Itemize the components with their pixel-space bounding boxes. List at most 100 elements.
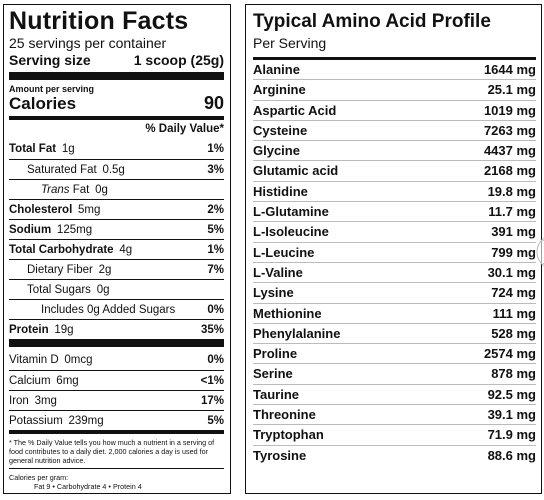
nutrient-amount: 125mg (56, 224, 93, 236)
amino-acid-value: 111 mg (492, 305, 536, 321)
nutrient-label: Total Carbohydrate 4g (9, 240, 132, 259)
amino-acid-value: 1644 mg (483, 62, 536, 77)
nutrient-label: Total Sugars 0g (9, 280, 109, 299)
amino-acid-row: Glutamic acid 2168 mg (253, 161, 536, 182)
calories-value: 90 (203, 93, 224, 113)
daily-value-percent: 0% (207, 304, 224, 316)
amino-acid-row: L-Isoleucine 391 mg (253, 222, 536, 243)
amino-acid-value: 2168 mg (483, 163, 536, 179)
nutrient-amount: 0g (95, 184, 108, 196)
nutrient-row: Trans Fat 0g (9, 179, 224, 199)
vitamin-label: Potassium 239mg (9, 411, 104, 430)
nutrient-list: Total Fat 1g 1% Saturated Fat 0.5g 3% Trans … (9, 139, 224, 339)
nutrient-name: Fat (72, 184, 90, 196)
amino-acid-row: Proline 2574 mg (253, 344, 536, 365)
daily-value-percent: 5% (207, 415, 224, 427)
daily-value-percent: 7% (207, 264, 224, 276)
nutrient-amount: 0.5g (102, 164, 125, 176)
vitamin-amount: 0mcg (64, 354, 93, 366)
serving-size-label: Serving size (9, 52, 91, 68)
daily-value-percent: 5% (207, 224, 224, 236)
amino-acid-row: Arginine 25.1 mg (253, 80, 536, 101)
nutrient-row: Dietary Fiber 2g 7% (9, 259, 224, 279)
nutrient-row: Protein 19g 35% (9, 319, 224, 339)
amino-acid-value: 799 mg (491, 244, 536, 260)
daily-value-percent: 35% (200, 324, 224, 336)
calories-per-gram-values: Fat 9 • Carbohydrate 4 • Protein 4 (34, 482, 142, 491)
chevron-right-icon[interactable] (530, 232, 544, 272)
nutrient-label: Cholesterol 5mg (9, 200, 100, 219)
amino-acid-value: 878 mg (491, 366, 536, 382)
calories-row: Calories 90 (9, 93, 224, 113)
nutrition-title: Nutrition Facts (9, 7, 189, 35)
nutrient-row: Cholesterol 5mg 2% (9, 199, 224, 219)
vitamin-row: Potassium 239mg 5% (9, 410, 224, 430)
vitamin-amount: 6mg (56, 375, 79, 387)
amino-acid-row: Tyrosine 88.6 mg (253, 446, 536, 466)
daily-value-percent: 3% (207, 164, 224, 176)
amino-acid-row: L-Glutamine 11.7 mg (253, 202, 536, 223)
nutrient-name: Sodium (9, 224, 52, 236)
amino-acid-row: Glycine 4437 mg (253, 141, 536, 162)
divider (9, 116, 224, 120)
amino-acid-name: Lysine (253, 285, 294, 301)
amino-acid-name: Taurine (253, 386, 299, 402)
amino-acid-row: Tryptophan 71.9 mg (253, 425, 536, 446)
daily-value-percent: 2% (207, 204, 224, 216)
amino-acid-value: 25.1 mg (487, 82, 536, 98)
nutrient-amount: 1g (61, 143, 75, 155)
nutrient-label: Saturated Fat 0.5g (9, 160, 125, 179)
divider (9, 430, 224, 434)
amino-acid-value: 528 mg (491, 325, 536, 341)
amino-acid-name: Tryptophan (253, 427, 324, 443)
divider (253, 57, 536, 60)
nutrient-label: Trans Fat 0g (9, 180, 108, 199)
amino-acid-row: Histidine 19.8 mg (253, 182, 536, 203)
amino-acid-list: Alanine 1644 mg Arginine 25.1 mg Aspartic Ac… (253, 60, 536, 466)
amino-acid-panel: Typical Amino Acid Profile Per Serving A… (245, 4, 542, 494)
daily-value-header: % Daily Value* (145, 123, 224, 135)
serving-size-value: 1 scoop (25g) (133, 52, 224, 68)
vitamin-name: Potassium (9, 415, 63, 427)
servings-per-container: 25 servings per container (9, 35, 167, 51)
amino-acid-row: Lysine 724 mg (253, 283, 536, 304)
amino-acid-name: Methionine (253, 305, 322, 321)
amino-acid-value: 92.5 mg (487, 386, 536, 402)
vitamin-amount: 239mg (68, 415, 104, 427)
amino-acid-value: 4437 mg (483, 143, 536, 159)
nutrient-label: Sodium 125mg (9, 220, 92, 239)
nutrient-label: Includes 0g Added Sugars (9, 300, 175, 319)
nutrient-label: Total Fat 1g (9, 139, 75, 159)
amino-acid-value: 724 mg (491, 285, 536, 301)
nutrient-amount: 19g (54, 324, 74, 336)
amino-acid-row: Aspartic Acid 1019 mg (253, 101, 536, 121)
serving-size-row: Serving size 1 scoop (25g) (9, 52, 224, 69)
amino-acid-name: Glycine (253, 143, 300, 159)
nutrient-amount: 0g (96, 284, 110, 296)
nutrient-name: Total Fat (9, 143, 57, 155)
amino-acid-value: 19.8 mg (487, 183, 536, 199)
nutrient-name: Includes 0g Added Sugars (41, 304, 176, 316)
divider (9, 339, 224, 347)
daily-value-percent: <1% (200, 375, 224, 387)
nutrient-label: Dietary Fiber 2g (9, 260, 111, 279)
amino-acid-name: Proline (253, 346, 298, 362)
amino-acid-name: L-Isoleucine (253, 224, 329, 240)
nutrition-facts-panel: Nutrition Facts 25 servings per containe… (3, 4, 231, 494)
nutrient-row: Total Carbohydrate 4g 1% (9, 239, 224, 259)
vitamin-list: Vitamin D 0mcg 0% Calcium 6mg <1% Iron 3mg 17… (9, 350, 224, 430)
amino-acid-value: 2574 mg (483, 346, 536, 362)
amino-acid-name: L-Glutamine (253, 204, 329, 220)
vitamin-label: Vitamin D 0mcg (9, 350, 93, 370)
vitamin-row: Iron 3mg 17% (9, 390, 224, 410)
daily-value-percent: 1% (207, 143, 224, 155)
amino-acid-name: L-Valine (253, 264, 303, 280)
calories-per-gram-label: Calories per gram: (9, 473, 69, 482)
amino-title: Typical Amino Acid Profile (253, 11, 491, 32)
nutrient-label: Protein 19g (9, 320, 74, 339)
amino-acid-name: Aspartic Acid (253, 102, 337, 118)
amino-acid-row: Cysteine 7263 mg (253, 121, 536, 142)
amino-acid-name: Threonine (253, 407, 316, 423)
nutrient-name: Saturated Fat (27, 164, 97, 176)
daily-value-footnote: * The % Daily Value tells you how much a… (9, 438, 215, 465)
